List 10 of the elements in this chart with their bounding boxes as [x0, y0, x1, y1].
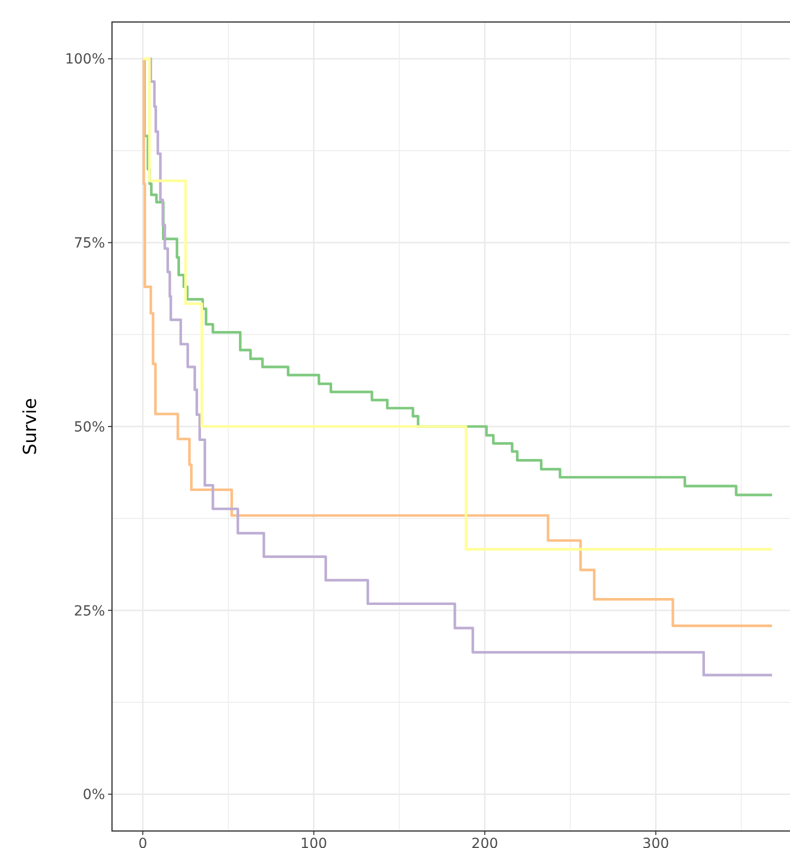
x-tick-label: 300	[642, 836, 670, 848]
x-tick-label: 200	[471, 836, 498, 848]
x-tick-label: 100	[300, 836, 328, 848]
y-axis-title: Survie	[20, 398, 41, 455]
x-tick-label: 0	[138, 836, 148, 848]
y-tick-label: 75%	[74, 236, 105, 252]
y-tick-label: 25%	[74, 603, 105, 620]
y-tick-label: 100%	[64, 52, 105, 68]
y-tick-label: 0%	[82, 787, 105, 804]
y-tick-label: 50%	[74, 419, 105, 436]
